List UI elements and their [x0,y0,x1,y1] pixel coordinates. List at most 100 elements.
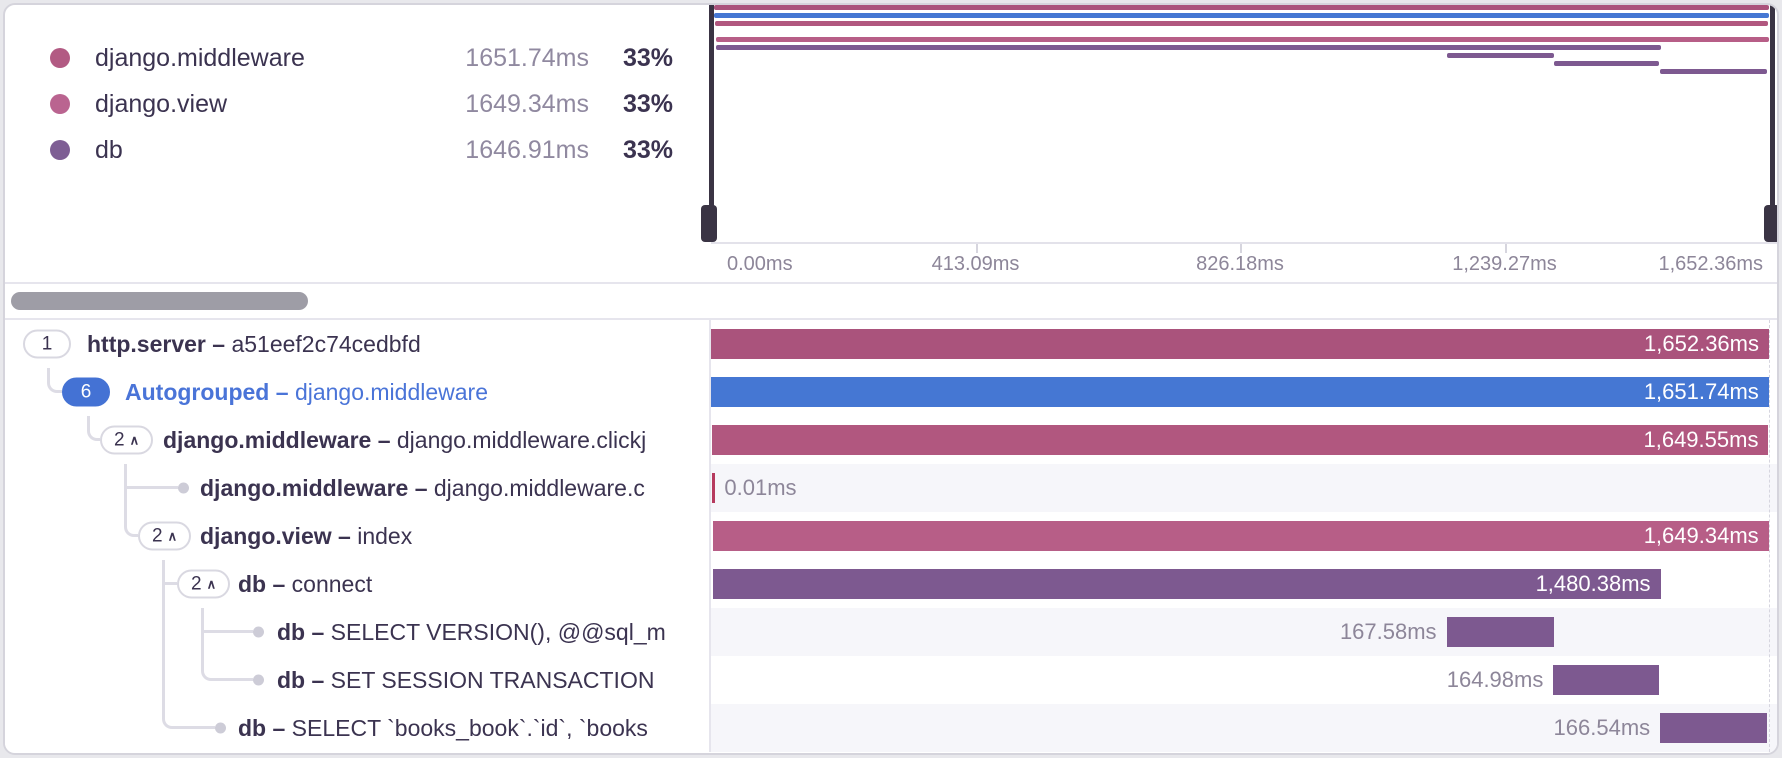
span-bar-cell[interactable]: 164.98ms [711,656,1777,704]
minimap-span-bar [715,45,1661,50]
span-duration-bar[interactable]: 1,651.74ms [711,377,1769,407]
legend-op-name: django.view [95,89,228,118]
span-description: index [357,523,413,549]
span-leaf-dot [253,674,264,686]
span-description: django.middleware.clickj [396,427,647,453]
legend-op-name: django.middleware [95,43,305,72]
span-count-value: 2 [152,525,163,546]
span-tree-cell[interactable]: db – SELECT VERSION(), @@sql_m [5,608,711,656]
tree-connector-branch [127,486,178,489]
span-description: SELECT `books_book`.`id`, `books [291,715,648,741]
span-tree-cell[interactable]: db – SET SESSION TRANSACTION [5,656,711,704]
span-op-name: db – [277,667,325,693]
span-title: django.middleware – django.middleware.cl… [163,416,646,464]
span-row: 2 ∧ db – connect 1,480.38ms [5,560,1777,608]
span-duration-label: 0.01ms [724,475,797,500]
legend-item: django.view 1649.34ms 33% [5,81,711,127]
minimap-span-bar [714,5,1769,10]
span-row: 2 ∧ django.view – index 1,649.34ms [5,512,1777,560]
legend-item: db 1646.91ms 33% [5,127,711,173]
span-count-value: 1 [41,333,53,354]
tree-connector-elbow [87,416,100,441]
span-duration-bar[interactable] [1446,617,1554,647]
span-row: 1 http.server – a51eef2c74cedbfd 1,652.36m… [5,320,1777,368]
span-count-badge[interactable]: 2 ∧ [177,569,231,599]
axis-tick-mark [1240,244,1242,253]
span-row: db – SELECT VERSION(), @@sql_m 167.58ms [5,608,1777,656]
axis-tick-label: 0.00ms [727,253,793,275]
span-op-name: db – [238,571,286,597]
minimap-area: 0.00ms 413.09ms 826.18ms 1,239.27ms 1,652.36… [701,5,1777,282]
span-rows: 1 http.server – a51eef2c74cedbfd 1,652.36m… [5,320,1777,752]
span-bar-cell[interactable]: 1,480.38ms [711,560,1777,608]
minimap-span-bar [714,13,1769,18]
chevron-up-icon: ∧ [129,432,140,448]
axis-tick-label: 413.09ms [931,253,1020,275]
span-bar-cell[interactable]: 166.54ms [711,704,1777,752]
viewport-right-handle[interactable] [1764,205,1777,242]
legend-op-duration: 1649.34ms [465,89,589,118]
span-duration-bar[interactable]: 1,480.38ms [712,569,1661,599]
viewport-left-handle[interactable] [701,205,717,242]
span-count-badge[interactable]: 2 ∧ [100,425,154,455]
viewport-right-line [1770,5,1775,207]
minimap-bars [714,5,1777,242]
legend-op-percent: 33% [622,89,673,118]
span-tree-cell[interactable]: db – SELECT `books_book`.`id`, `books [5,704,711,752]
span-description: SET SESSION TRANSACTION [330,667,655,693]
tree-connector-branch [165,582,177,585]
span-op-name: Autogrouped – [125,379,289,405]
span-description: django.middleware.c [433,475,645,501]
tree-scrollbar-strip [5,282,1777,320]
tree-connector-line [124,464,127,512]
span-duration-label: 1,649.55ms [1643,427,1759,452]
span-bar-cell[interactable]: 0.01ms [711,464,1777,512]
span-duration-label: 1,649.34ms [1643,523,1759,548]
span-count-value: 2 [191,573,202,594]
span-duration-bar[interactable] [1660,713,1767,743]
span-duration-bar[interactable] [1553,665,1659,695]
span-bar-cell[interactable]: 1,651.74ms [711,368,1777,416]
span-bar-cell[interactable]: 1,649.55ms [711,416,1777,464]
span-row: 6 Autogrouped – django.middleware 1,651.74… [5,368,1777,416]
legend-op-duration: 1646.91ms [465,135,589,164]
span-count-badge[interactable]: 1 [23,329,71,359]
span-bar-cell[interactable]: 1,649.34ms [711,512,1777,560]
minimap-span-bar [715,21,1769,26]
span-op-name: django.view – [200,523,351,549]
legend-item: django.middleware 1651.74ms 33% [5,35,711,81]
span-tree-cell[interactable]: 2 ∧ django.view – index [5,512,711,560]
span-duration-label: 1,480.38ms [1535,571,1651,596]
span-duration-bar[interactable]: 1,649.34ms [712,521,1769,551]
trace-minimap[interactable] [701,5,1777,242]
span-count-badge[interactable]: 6 [62,377,110,407]
horizontal-scrollbar-thumb[interactable] [11,292,308,310]
span-tree-cell[interactable]: 2 ∧ django.middleware – django.middleware.… [5,416,711,464]
legend-op-name: db [95,135,123,164]
span-description: a51eef2c74cedbfd [231,331,421,357]
chevron-up-icon: ∧ [206,576,217,592]
span-count-value: 6 [80,381,92,402]
minimap-span-bar [1553,61,1660,66]
span-duration-bar[interactable]: 1,652.36ms [711,329,1769,359]
tree-connector-elbow [201,656,253,681]
tree-guide-line [162,656,165,704]
minimap-span-bar [715,37,1769,42]
span-count-badge[interactable]: 2 ∧ [138,521,192,551]
span-duration-label: 1,652.36ms [1644,331,1759,356]
span-duration-bar[interactable]: 1,649.55ms [712,425,1769,455]
span-description: connect [291,571,373,597]
tree-connector-line [201,608,204,656]
span-bar-cell[interactable]: 167.58ms [711,608,1777,656]
span-duration-bar[interactable] [712,473,716,503]
span-leaf-dot [178,482,189,494]
span-tree-cell[interactable]: 2 ∧ db – connect [5,560,711,608]
span-title: db – SELECT VERSION(), @@sql_m [277,608,666,656]
span-tree-cell[interactable]: 1 http.server – a51eef2c74cedbfd [5,320,711,368]
span-tree-cell[interactable]: django.middleware – django.middleware.c [5,464,711,512]
span-leaf-dot [215,722,226,734]
span-count-value: 2 [114,429,125,450]
span-bar-cell[interactable]: 1,652.36ms [711,320,1777,368]
span-tree-cell[interactable]: 6 Autogrouped – django.middleware [5,368,711,416]
axis-tick-label: 1,652.36ms [1658,253,1763,275]
